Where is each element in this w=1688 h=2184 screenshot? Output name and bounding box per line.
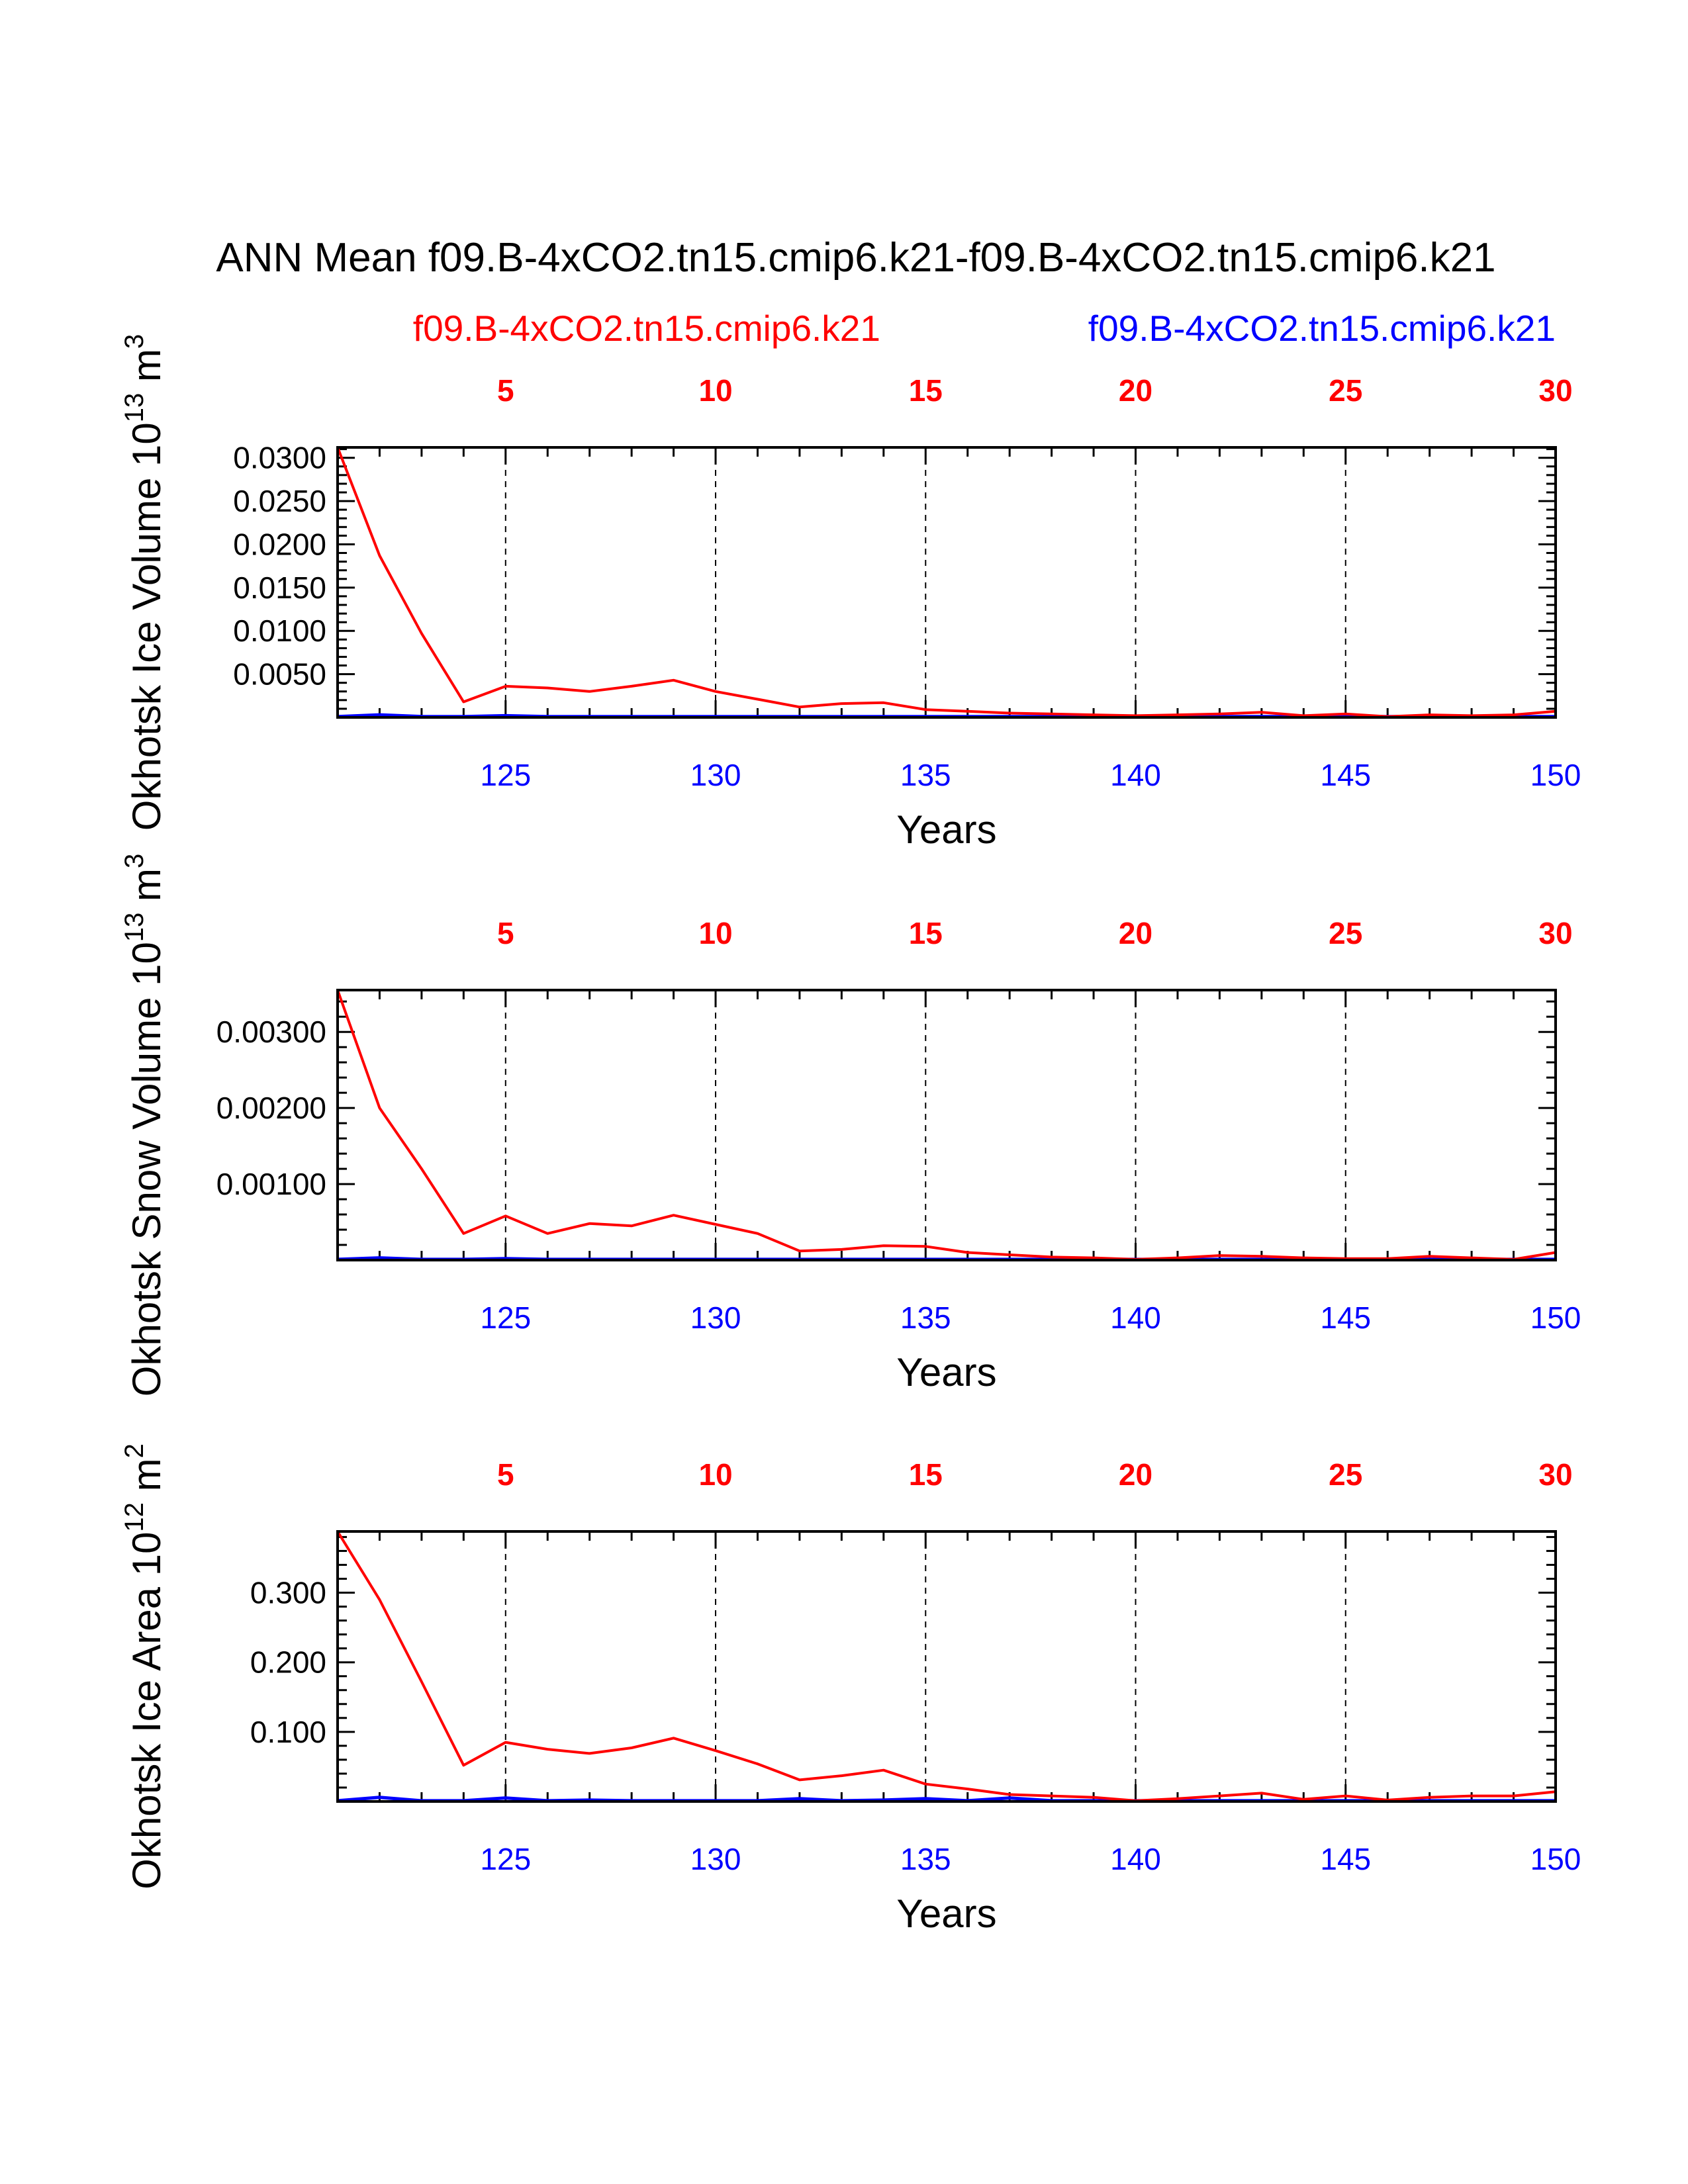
figure-title: ANN Mean f09.B-4xCO2.tn15.cmip6.k21-f09.…	[216, 235, 1495, 281]
x-tick-label-bottom: 145	[1320, 1842, 1371, 1876]
y-tick-label: 0.300	[250, 1576, 326, 1610]
y-axis-label: Okhotsk Snow Volume 1013 m3	[120, 854, 169, 1396]
panel-2: 0.00100 0.00200 0.00300 125 130 135 140 145 150 5…	[120, 854, 1581, 1396]
x-tick-label-bottom: 145	[1320, 1300, 1371, 1335]
x-tick-label-top: 30	[1538, 373, 1572, 408]
y-tick-label: 0.00100	[216, 1167, 326, 1201]
x-tick-label-bottom: 140	[1110, 1842, 1161, 1876]
x-axis-label: Years	[896, 807, 996, 852]
x-tick-label-bottom: 135	[900, 758, 951, 792]
x-tick-label-top: 15	[909, 916, 943, 950]
y-axis-label-part: m	[124, 1458, 169, 1502]
x-tick-label-bottom: 125	[480, 1842, 531, 1876]
x-tick-label-top: 5	[497, 1457, 514, 1492]
x-tick-label-bottom: 130	[690, 1300, 741, 1335]
y-tick-label: 0.0100	[233, 614, 326, 648]
plot-frame	[336, 446, 1557, 719]
y-axis-label-exponent: 13	[120, 913, 149, 942]
y-tick-label: 0.0300	[233, 441, 326, 475]
x-tick-label-top: 25	[1329, 916, 1362, 950]
x-tick-label-bottom: 135	[900, 1300, 951, 1335]
x-tick-label-bottom: 135	[900, 1842, 951, 1876]
y-axis-label-part: Okhotsk Snow Volume 10	[124, 942, 169, 1396]
x-tick-label-bottom: 130	[690, 1842, 741, 1876]
x-axis-label: Years	[896, 1891, 996, 1936]
y-tick-label: 0.100	[250, 1715, 326, 1749]
x-tick-label-top: 5	[497, 916, 514, 950]
x-tick-label-bottom: 150	[1530, 1300, 1581, 1335]
series-line-red	[336, 447, 1556, 718]
x-tick-label-top: 20	[1119, 373, 1152, 408]
x-tick-label-top: 10	[698, 916, 732, 950]
series-line-red	[336, 989, 1556, 1261]
y-axis-label-exponent: 3	[120, 854, 149, 868]
x-tick-label-bottom: 150	[1530, 758, 1581, 792]
legend-red-label: f09.B-4xCO2.tn15.cmip6.k21	[413, 308, 880, 349]
y-axis-label-exponent: 13	[120, 393, 149, 423]
x-tick-label-top: 15	[909, 373, 943, 408]
panel-3: 0.100 0.200 0.300 125 130 135 140 145 150 5 10 15 20…	[120, 1443, 1581, 1936]
x-tick-label-bottom: 125	[480, 758, 531, 792]
y-axis-label: Okhotsk Ice Area 1012 m2	[120, 1443, 169, 1889]
y-axis-label-exponent: 12	[120, 1502, 149, 1532]
y-tick-label: 0.200	[250, 1645, 326, 1680]
legend-blue-label: f09.B-4xCO2.tn15.cmip6.k21	[1088, 308, 1556, 349]
y-axis-label-part: Okhotsk Ice Area 10	[124, 1532, 169, 1889]
y-tick-label: 0.0150	[233, 570, 326, 605]
x-tick-label-top: 30	[1538, 1457, 1572, 1492]
x-tick-label-top: 25	[1329, 373, 1362, 408]
x-tick-label-bottom: 130	[690, 758, 741, 792]
x-tick-label-bottom: 125	[480, 1300, 531, 1335]
series-line-red	[336, 1530, 1556, 1802]
y-tick-label: 0.0200	[233, 527, 326, 561]
x-tick-label-top: 20	[1119, 1457, 1152, 1492]
y-axis-label-part: m	[124, 868, 169, 913]
x-tick-label-top: 25	[1329, 1457, 1362, 1492]
x-tick-label-top: 30	[1538, 916, 1572, 950]
x-tick-label-bottom: 140	[1110, 758, 1161, 792]
x-tick-label-top: 10	[698, 373, 732, 408]
y-axis-label-exponent: 2	[120, 1443, 149, 1458]
y-tick-label: 0.0050	[233, 657, 326, 692]
x-tick-label-top: 10	[698, 1457, 732, 1492]
y-axis-label-exponent: 3	[120, 334, 149, 349]
x-tick-label-bottom: 140	[1110, 1300, 1161, 1335]
plot-frame	[336, 1530, 1557, 1803]
y-tick-label: 0.00200	[216, 1091, 326, 1125]
y-tick-label: 0.00300	[216, 1015, 326, 1049]
plot-frame	[336, 989, 1557, 1261]
x-tick-label-top: 20	[1119, 916, 1152, 950]
x-tick-label-top: 5	[497, 373, 514, 408]
y-axis-label-part: Okhotsk Ice Volume 10	[124, 422, 169, 831]
y-axis-label: Okhotsk Ice Volume 1013 m3	[120, 334, 169, 831]
x-tick-label-bottom: 150	[1530, 1842, 1581, 1876]
x-tick-label-top: 15	[909, 1457, 943, 1492]
x-tick-label-bottom: 145	[1320, 758, 1371, 792]
panel-1: 0.0050 0.0100 0.0150 0.0200 0.0250 0.0300 125 1…	[120, 334, 1581, 852]
y-axis-label-part: m	[124, 349, 169, 393]
x-axis-label: Years	[896, 1350, 996, 1394]
y-tick-label: 0.0250	[233, 484, 326, 518]
